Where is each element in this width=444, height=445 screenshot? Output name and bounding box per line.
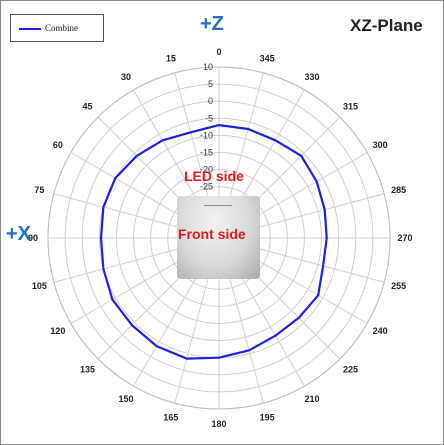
device-slot [204,205,232,206]
angle-label: 75 [34,185,44,195]
radial-tick-label: -15 [200,148,213,158]
radial-tick-label: 10 [203,62,213,72]
legend: Combine [10,14,104,42]
angle-label: 0 [216,47,221,57]
radial-tick-label: -25 [200,182,213,192]
series-line-combine [99,124,328,360]
angle-label: 345 [260,53,275,63]
legend-label-combine: Combine [45,23,78,33]
angle-label: 180 [211,419,226,429]
angle-label: 15 [166,53,176,63]
angle-label: 240 [373,326,388,336]
angle-label: 90 [28,233,38,243]
outer-ring [47,66,391,410]
angle-label: 255 [391,281,406,291]
radial-tick-label: 0 [208,96,213,106]
angle-label: 210 [304,394,319,404]
radial-tick-label: -5 [205,113,213,123]
angle-label: 285 [391,185,406,195]
angle-label: 315 [343,101,358,111]
radial-tick-label: 5 [208,79,213,89]
axis-label-top: +Z [200,13,224,35]
legend-swatch-combine [19,28,41,30]
angle-label: 30 [121,72,131,82]
angle-label: 195 [260,413,275,423]
angle-label: 120 [50,326,65,336]
angle-label: 225 [343,365,358,375]
angle-label: 300 [373,140,388,150]
angle-label: 60 [53,140,63,150]
angle-label: 165 [163,413,178,423]
angle-label: 330 [304,72,319,82]
chart-title: XZ-Plane [350,16,423,35]
radial-tick-label: -10 [200,130,213,140]
angle-label: 135 [80,365,95,375]
device-image [177,196,260,279]
angle-label: 270 [397,233,412,243]
radial-tick-label: -20 [200,165,213,175]
axis-label-left: +X [6,223,32,245]
angle-label: 45 [82,101,92,111]
annotation-led-side: LED side [184,168,244,184]
angle-label: 150 [118,394,133,404]
annotation-front-side: Front side [178,226,246,242]
angle-label: 105 [32,281,47,291]
